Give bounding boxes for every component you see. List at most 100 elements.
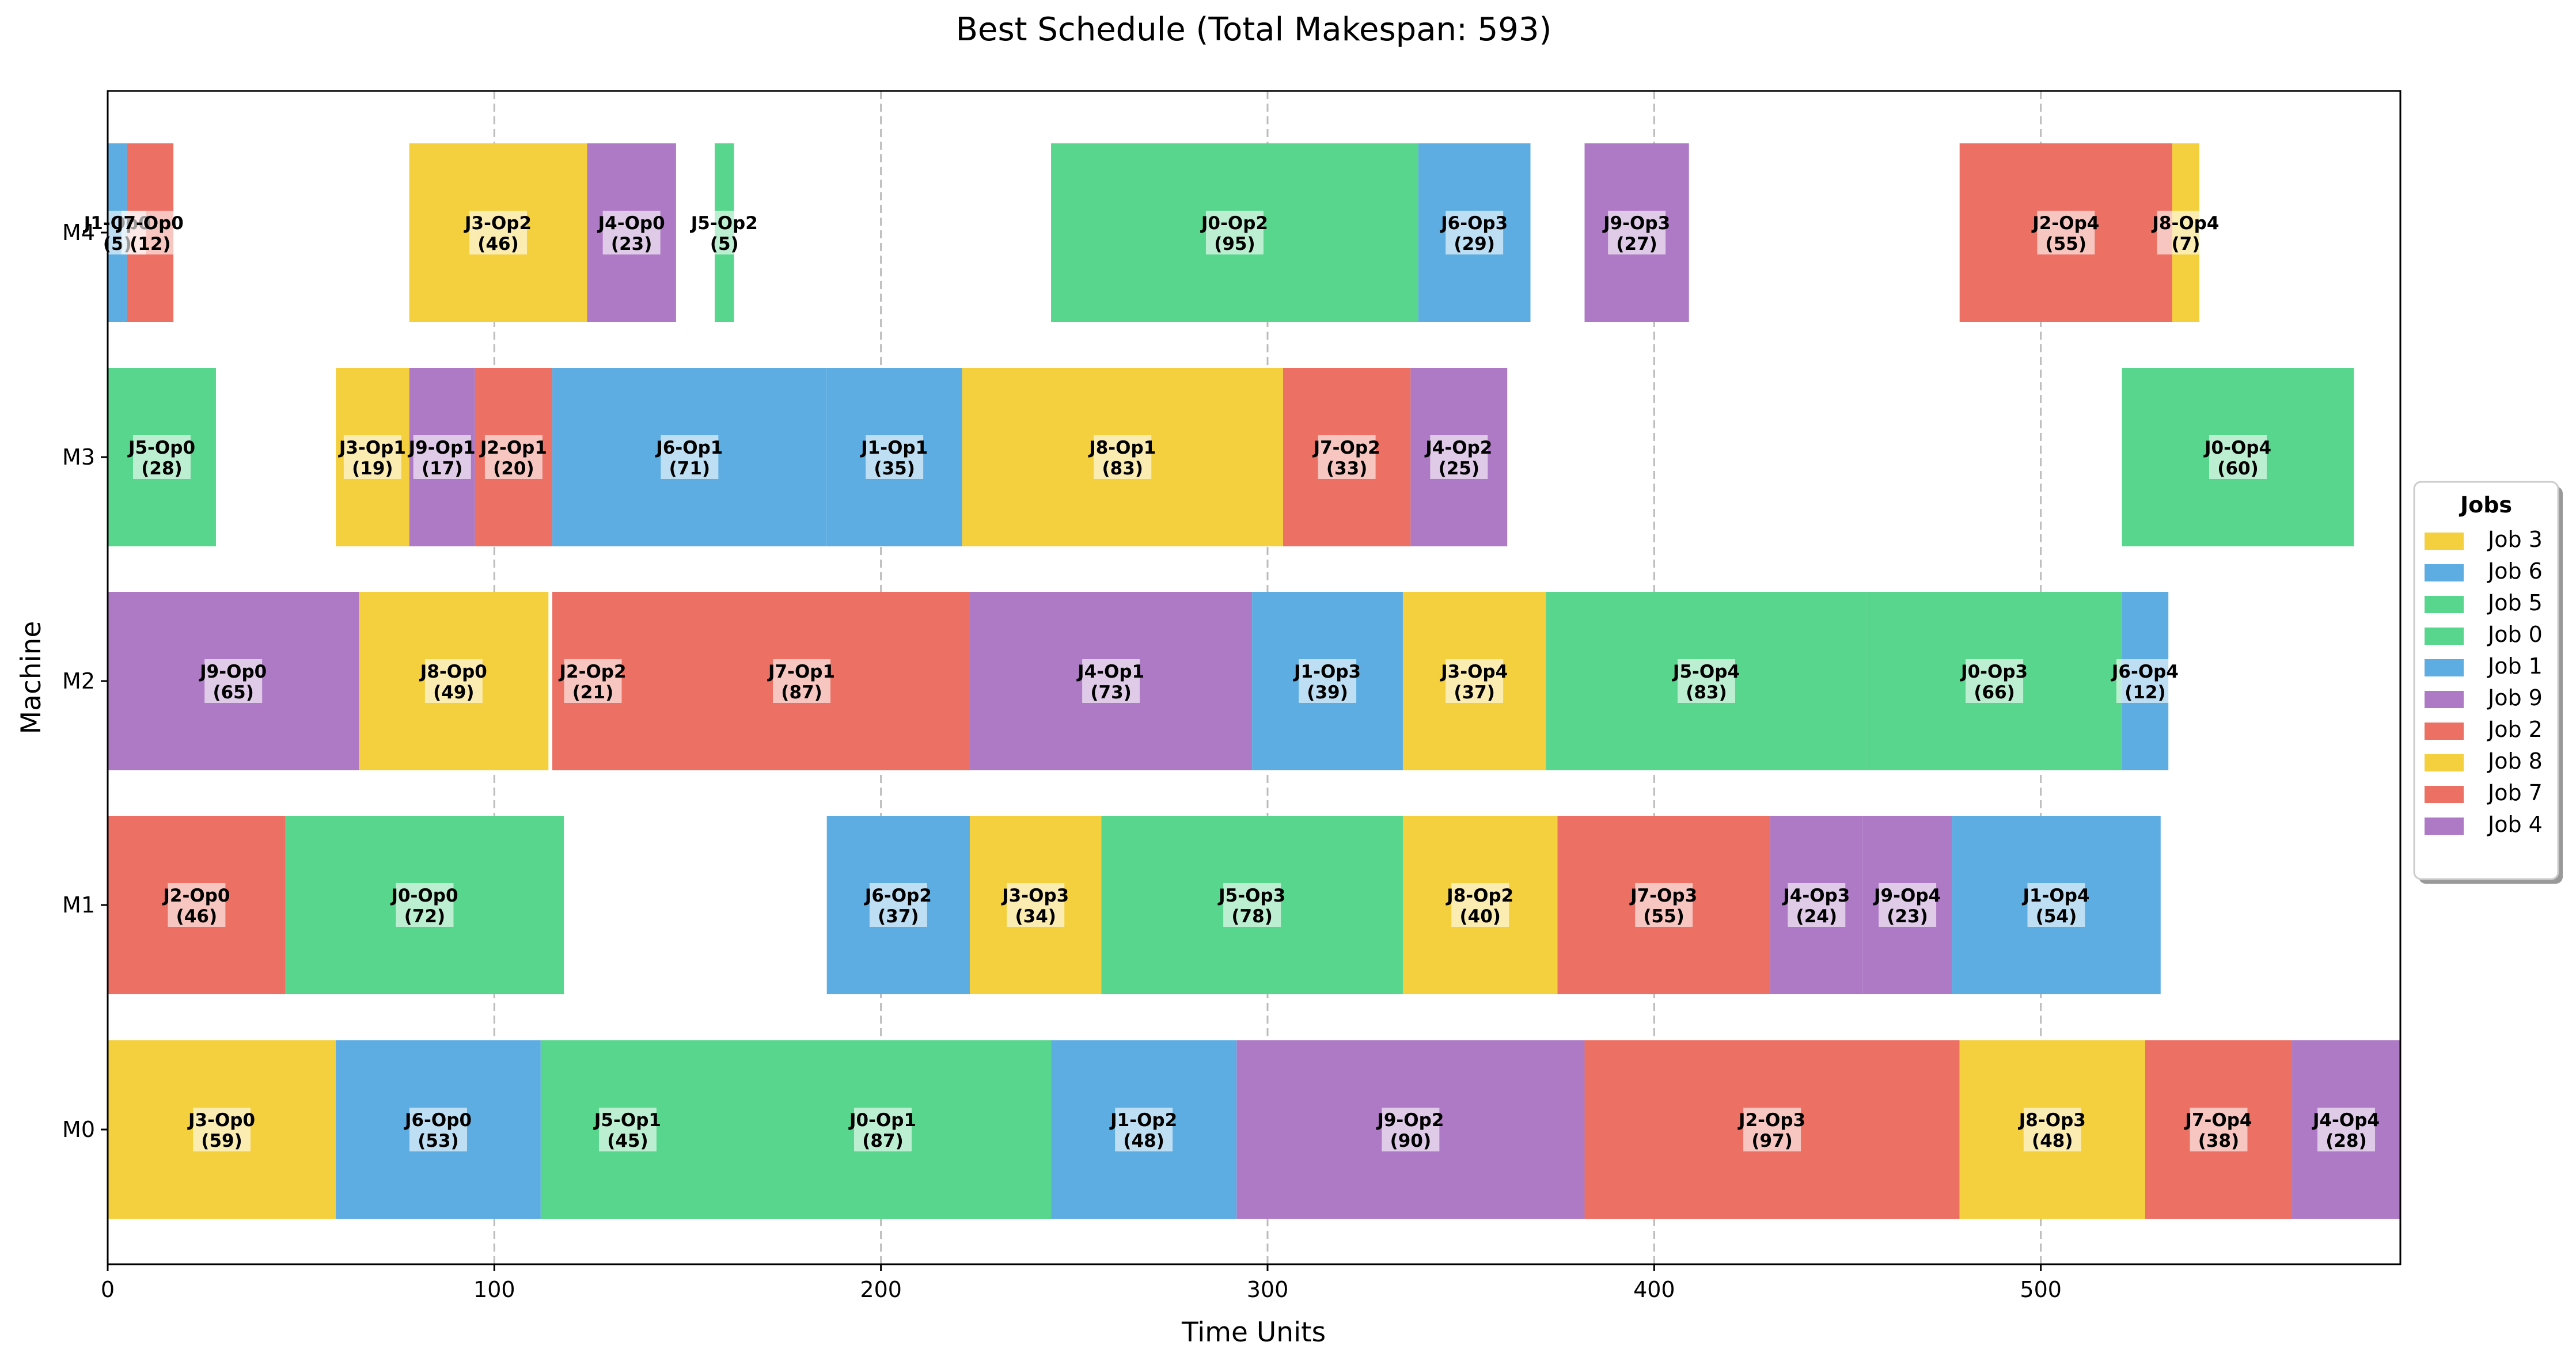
operation-label-background bbox=[1635, 883, 1693, 927]
operation-duration-label: (66) bbox=[1974, 682, 2014, 703]
operation-label-background bbox=[1082, 659, 1140, 703]
operation-label-background bbox=[602, 211, 661, 254]
operation-name-label: J1-Op2 bbox=[1109, 1110, 1177, 1131]
operation-name-label: J0-Op0 bbox=[390, 885, 458, 906]
legend-label: Job 2 bbox=[2487, 717, 2543, 742]
legend-swatch bbox=[2425, 564, 2464, 581]
operation-duration-label: (38) bbox=[2198, 1131, 2239, 1151]
operation-duration-label: (46) bbox=[477, 234, 518, 254]
legend-label: Job 7 bbox=[2487, 780, 2543, 805]
y-tick-label: M0 bbox=[62, 1117, 95, 1142]
operation-name-label: J2-Op4 bbox=[2031, 213, 2099, 234]
operation-name-label: J5-Op1 bbox=[593, 1110, 661, 1131]
legend-swatch bbox=[2425, 723, 2464, 740]
operation-label-background bbox=[695, 211, 753, 254]
operation-duration-label: (19) bbox=[352, 458, 393, 479]
operation-label-background bbox=[2190, 1108, 2248, 1151]
operation-label-background bbox=[343, 435, 401, 479]
operation-label-background bbox=[1879, 883, 1937, 927]
operation-duration-label: (45) bbox=[607, 1131, 648, 1151]
legend-swatch bbox=[2425, 786, 2464, 803]
operation-name-label: J0-Op2 bbox=[1200, 213, 1268, 234]
y-tick-label: M4 bbox=[62, 220, 95, 245]
operation-duration-label: (37) bbox=[878, 906, 919, 927]
legend-swatch bbox=[2425, 533, 2464, 550]
operation-name-label: J7-Op0 bbox=[116, 213, 184, 234]
operation-name-label: J7-Op4 bbox=[2184, 1110, 2252, 1131]
legend-label: Job 1 bbox=[2487, 653, 2543, 679]
operation-duration-label: (55) bbox=[2046, 234, 2086, 254]
operation-name-label: J4-Op4 bbox=[2312, 1110, 2380, 1131]
operation-name-label: J0-Op4 bbox=[2203, 438, 2271, 458]
operation-label-background bbox=[2027, 883, 2085, 927]
operation-label-background bbox=[1608, 211, 1666, 254]
operation-duration-label: (5) bbox=[710, 234, 739, 254]
legend-swatch bbox=[2425, 659, 2464, 676]
operation-label-background bbox=[866, 435, 924, 479]
operation-name-label: J0-Op3 bbox=[1960, 661, 2028, 682]
operation-label-background bbox=[121, 211, 179, 254]
operation-name-label: J7-Op3 bbox=[1629, 885, 1697, 906]
operation-label-background bbox=[1223, 883, 1281, 927]
operation-duration-label: (48) bbox=[2032, 1131, 2073, 1151]
operation-duration-label: (95) bbox=[1214, 234, 1255, 254]
operation-name-label: J2-Op0 bbox=[162, 885, 230, 906]
operation-duration-label: (49) bbox=[433, 682, 474, 703]
legend-swatch bbox=[2425, 818, 2464, 835]
operation-duration-label: (12) bbox=[130, 234, 170, 254]
operation-label-background bbox=[1318, 435, 1376, 479]
operation-duration-label: (46) bbox=[176, 906, 217, 927]
operation-label-background bbox=[132, 435, 191, 479]
operation-duration-label: (83) bbox=[1102, 458, 1143, 479]
operation-label-background bbox=[2209, 435, 2267, 479]
operation-label-background bbox=[1205, 211, 1264, 254]
operation-duration-label: (12) bbox=[2124, 682, 2165, 703]
operation-duration-label: (54) bbox=[2036, 906, 2077, 927]
operation-name-label: J4-Op0 bbox=[597, 213, 665, 234]
operation-duration-label: (7) bbox=[2171, 234, 2200, 254]
operation-duration-label: (90) bbox=[1390, 1131, 1431, 1151]
operation-duration-label: (21) bbox=[572, 682, 613, 703]
operation-label-background bbox=[409, 1108, 467, 1151]
x-tick-label: 100 bbox=[473, 1277, 515, 1302]
operation-label-background bbox=[469, 211, 528, 254]
operation-name-label: J4-Op3 bbox=[1782, 885, 1850, 906]
y-tick-label: M2 bbox=[62, 668, 95, 694]
operation-label-background bbox=[1788, 883, 1846, 927]
operation-duration-label: (87) bbox=[862, 1131, 903, 1151]
operation-label-background bbox=[396, 883, 454, 927]
y-axis-title: Machine bbox=[16, 621, 47, 735]
legend-label: Job 4 bbox=[2487, 812, 2543, 837]
operation-duration-label: (83) bbox=[1686, 682, 1727, 703]
operation-duration-label: (78) bbox=[1231, 906, 1272, 927]
operation-label-background bbox=[1299, 659, 1357, 703]
operation-name-label: J7-Op2 bbox=[1312, 438, 1380, 458]
operation-name-label: J3-Op3 bbox=[1001, 885, 1069, 906]
operation-duration-label: (25) bbox=[1439, 458, 1479, 479]
operation-name-label: J1-Op4 bbox=[2021, 885, 2089, 906]
operation-name-label: J1-Op3 bbox=[1293, 661, 1361, 682]
legend-swatch bbox=[2425, 628, 2464, 645]
operation-label-background bbox=[413, 435, 471, 479]
plot-frame bbox=[107, 90, 2402, 1265]
operation-label-background bbox=[1007, 883, 1065, 927]
x-tick-label: 200 bbox=[860, 1277, 902, 1302]
legend-label: Job 9 bbox=[2487, 685, 2543, 710]
operation-label-background bbox=[1430, 435, 1488, 479]
operation-duration-label: (33) bbox=[1326, 458, 1367, 479]
operation-label-background bbox=[424, 659, 483, 703]
legend-swatch bbox=[2425, 754, 2464, 771]
operation-label-background bbox=[2023, 1108, 2081, 1151]
operation-duration-label: (71) bbox=[669, 458, 710, 479]
operation-name-label: J8-Op4 bbox=[2151, 213, 2219, 234]
operation-name-label: J6-Op0 bbox=[404, 1110, 472, 1131]
operation-name-label: J3-Op1 bbox=[338, 438, 406, 458]
x-tick-label: 300 bbox=[1247, 1277, 1289, 1302]
operation-duration-label: (97) bbox=[1751, 1131, 1792, 1151]
operation-label-background bbox=[168, 883, 226, 927]
operation-name-label: J9-Op3 bbox=[1602, 213, 1670, 234]
legend-title: Jobs bbox=[2459, 492, 2512, 518]
legend-label: Job 6 bbox=[2487, 558, 2543, 584]
legend-label: Job 3 bbox=[2487, 527, 2543, 552]
